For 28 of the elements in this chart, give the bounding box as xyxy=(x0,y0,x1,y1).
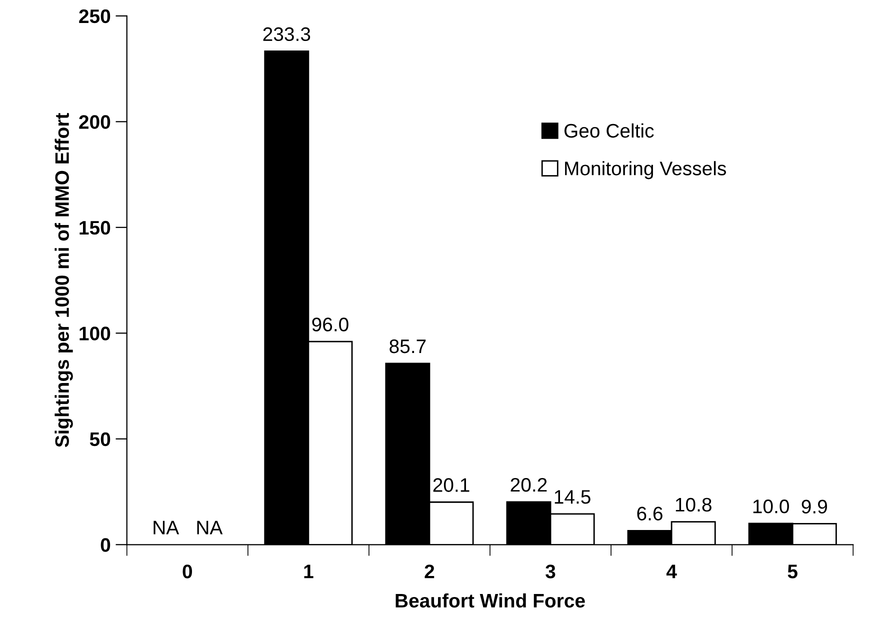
text: NA xyxy=(154,520,180,534)
y-axis-title: Sightings per 1000 mi of MMO Effort xyxy=(54,113,73,448)
x-tick-label: 0 xyxy=(182,564,192,578)
data-label: 20.2 xyxy=(510,478,547,492)
x-tick-label: 2 xyxy=(424,564,434,578)
data-label: 10.0 xyxy=(753,500,789,514)
x-tick-label: 3 xyxy=(546,564,556,578)
legend-label: Geo Celtic xyxy=(564,123,654,138)
y-tick-label: 200 xyxy=(79,115,110,129)
data-label: 96.0 xyxy=(312,318,348,332)
data-label: 85.7 xyxy=(390,339,426,354)
y-tick-label: 50 xyxy=(90,432,110,446)
x-tick-label: 5 xyxy=(788,564,798,578)
x-tick-label: 1 xyxy=(304,564,314,578)
data-label: 10.8 xyxy=(676,498,712,512)
y-tick-label: 150 xyxy=(80,220,110,235)
data-label: 233.3 xyxy=(263,27,310,42)
y-tick-label: 100 xyxy=(80,326,110,340)
legend-label: Monitoring Vessels xyxy=(565,161,726,180)
y-tick-label: 0 xyxy=(100,538,110,552)
x-axis-title: Beaufort Wind Force xyxy=(396,593,585,608)
text: NA xyxy=(197,520,223,534)
data-label: 9.9 xyxy=(802,500,827,514)
data-label: 14.5 xyxy=(554,490,590,504)
data-label: 20.1 xyxy=(433,478,470,492)
y-tick-label: 250 xyxy=(79,9,110,24)
x-tick-label: 4 xyxy=(666,564,677,578)
data-label: 6.6 xyxy=(637,506,662,520)
